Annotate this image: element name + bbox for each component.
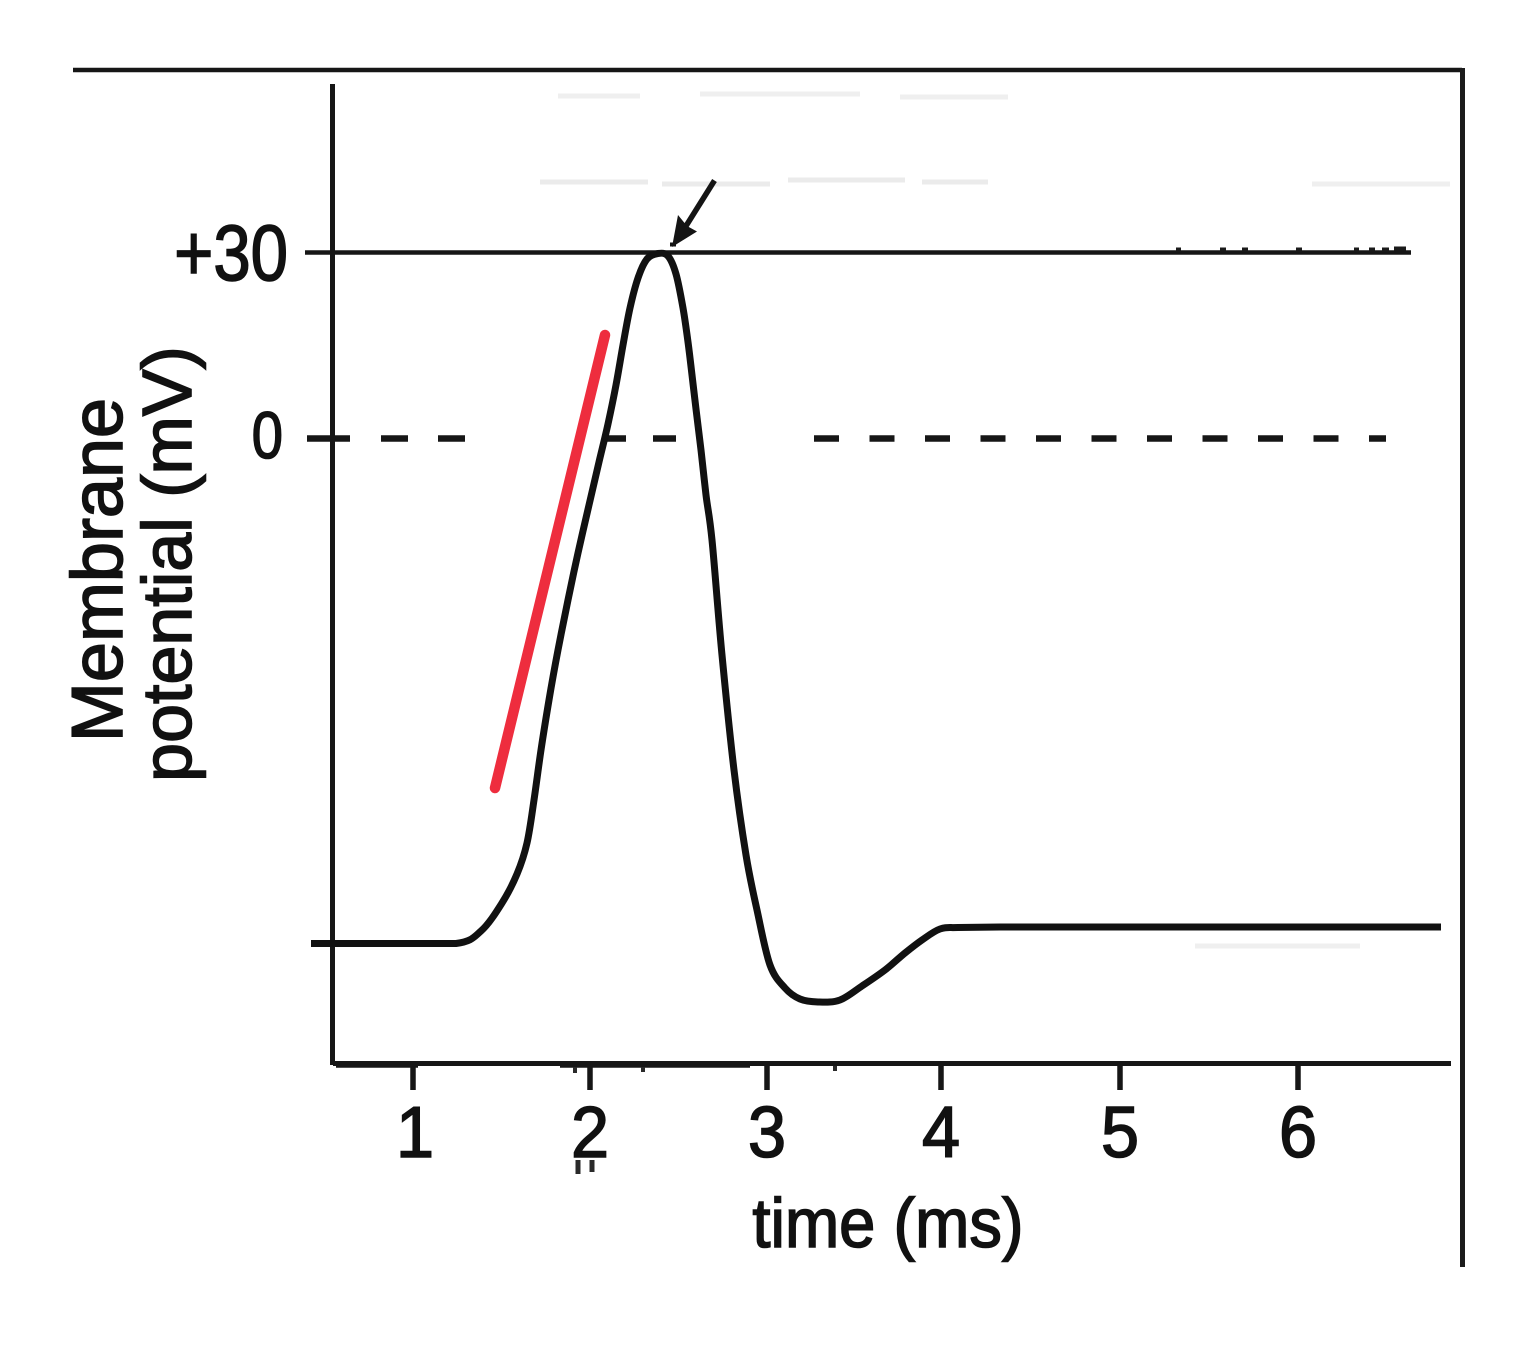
svg-text:1: 1 bbox=[396, 1091, 434, 1172]
svg-text:4: 4 bbox=[922, 1091, 960, 1172]
svg-text:3: 3 bbox=[748, 1091, 786, 1172]
svg-text:potential (mV): potential (mV) bbox=[128, 346, 206, 782]
svg-text:time (ms): time (ms) bbox=[752, 1185, 1023, 1263]
svg-text:Membrane: Membrane bbox=[58, 398, 138, 742]
svg-text:5: 5 bbox=[1101, 1091, 1139, 1172]
svg-text:0: 0 bbox=[252, 399, 283, 472]
svg-text:6: 6 bbox=[1279, 1091, 1317, 1172]
svg-text:+30: +30 bbox=[174, 209, 288, 297]
svg-text:2: 2 bbox=[571, 1091, 609, 1172]
